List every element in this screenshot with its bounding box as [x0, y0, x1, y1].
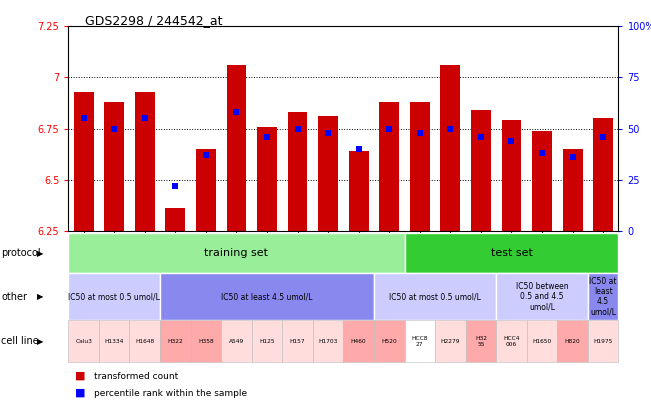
- Text: H32
55: H32 55: [475, 336, 487, 347]
- Point: [262, 134, 272, 140]
- Text: IC50 between
0.5 and 4.5
umol/L: IC50 between 0.5 and 4.5 umol/L: [516, 282, 568, 311]
- Text: H520: H520: [381, 339, 397, 344]
- Point: [598, 134, 609, 140]
- Text: IC50 at
least
4.5
umol/L: IC50 at least 4.5 umol/L: [589, 277, 617, 317]
- Text: IC50 at least 4.5 umol/L: IC50 at least 4.5 umol/L: [221, 292, 312, 301]
- Text: cell line: cell line: [1, 336, 39, 346]
- Point: [292, 126, 303, 132]
- Bar: [318, 116, 338, 231]
- Text: transformed count: transformed count: [94, 371, 178, 381]
- Text: H2279: H2279: [441, 339, 460, 344]
- Text: IC50 at most 0.5 umol/L: IC50 at most 0.5 umol/L: [68, 292, 160, 301]
- Text: H157: H157: [290, 339, 305, 344]
- Bar: [471, 110, 491, 231]
- Bar: [288, 112, 307, 231]
- Bar: [501, 120, 521, 231]
- Bar: [380, 102, 399, 231]
- Text: H1703: H1703: [318, 339, 338, 344]
- Text: H358: H358: [198, 339, 214, 344]
- Point: [506, 138, 517, 144]
- Point: [353, 146, 364, 152]
- Point: [415, 130, 425, 136]
- Bar: [410, 102, 430, 231]
- Point: [201, 152, 211, 158]
- Text: H125: H125: [259, 339, 275, 344]
- Text: H460: H460: [351, 339, 367, 344]
- Point: [231, 109, 242, 115]
- Point: [139, 115, 150, 122]
- Point: [568, 154, 578, 160]
- Text: H322: H322: [167, 339, 183, 344]
- Text: other: other: [1, 292, 27, 302]
- Point: [323, 130, 333, 136]
- Text: HCC8
27: HCC8 27: [411, 336, 428, 347]
- Text: H1975: H1975: [594, 339, 613, 344]
- Bar: [532, 131, 552, 231]
- Text: GDS2298 / 244542_at: GDS2298 / 244542_at: [85, 14, 222, 27]
- Point: [78, 115, 89, 122]
- Text: H1334: H1334: [105, 339, 124, 344]
- Text: ▶: ▶: [37, 249, 44, 258]
- Bar: [257, 126, 277, 231]
- Text: Calu3: Calu3: [76, 339, 92, 344]
- Text: H1650: H1650: [533, 339, 551, 344]
- Point: [170, 183, 180, 189]
- Text: percentile rank within the sample: percentile rank within the sample: [94, 388, 247, 398]
- Text: IC50 at most 0.5 umol/L: IC50 at most 0.5 umol/L: [389, 292, 481, 301]
- Text: ■: ■: [75, 388, 85, 398]
- Text: protocol: protocol: [1, 248, 41, 258]
- Bar: [349, 151, 368, 231]
- Bar: [104, 102, 124, 231]
- Text: training set: training set: [204, 248, 268, 258]
- Bar: [441, 65, 460, 231]
- Text: H820: H820: [564, 339, 581, 344]
- Bar: [165, 208, 186, 231]
- Bar: [593, 118, 613, 231]
- Text: ■: ■: [75, 371, 85, 381]
- Bar: [135, 92, 155, 231]
- Text: A549: A549: [229, 339, 244, 344]
- Point: [384, 126, 395, 132]
- Bar: [196, 149, 216, 231]
- Bar: [562, 149, 583, 231]
- Bar: [74, 92, 94, 231]
- Text: HCC4
006: HCC4 006: [503, 336, 519, 347]
- Text: H1648: H1648: [135, 339, 154, 344]
- Text: test set: test set: [491, 248, 533, 258]
- Point: [445, 126, 456, 132]
- Text: ▶: ▶: [37, 292, 44, 301]
- Point: [476, 134, 486, 140]
- Text: ▶: ▶: [37, 337, 44, 346]
- Bar: [227, 65, 246, 231]
- Point: [109, 126, 119, 132]
- Point: [537, 150, 547, 156]
